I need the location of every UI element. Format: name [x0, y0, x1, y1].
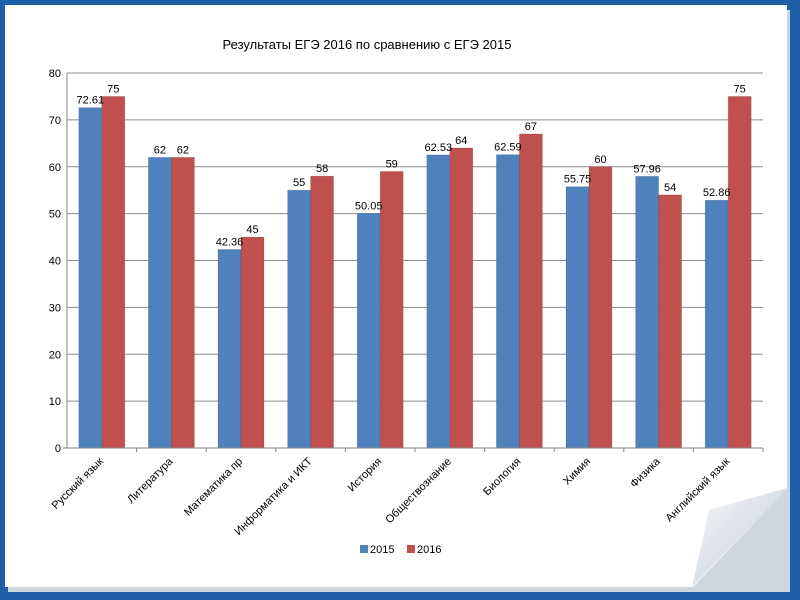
legend-label: 2016 — [417, 544, 441, 556]
data-label-2015: 62.59 — [494, 142, 522, 154]
bar-chart: Результаты ЕГЭ 2016 по сравнению с ЕГЭ 2… — [49, 37, 764, 556]
x-tick-label: История — [346, 456, 385, 495]
bar-2015 — [148, 157, 172, 449]
bar-2016 — [379, 171, 404, 449]
data-label-2016: 60 — [594, 154, 606, 166]
chart-title: Результаты ЕГЭ 2016 по сравнению с ЕГЭ 2… — [223, 37, 512, 52]
bar-2015 — [635, 176, 659, 449]
data-label-2016: 64 — [455, 135, 467, 147]
data-label-2015: 55 — [293, 177, 305, 189]
y-tick-label: 40 — [49, 256, 61, 268]
legend-swatch-2016 — [407, 545, 415, 553]
data-label-2016: 75 — [107, 83, 119, 95]
data-label-2015: 50.05 — [355, 200, 383, 212]
bar-2015 — [217, 249, 242, 449]
paper-sheet: Результаты ЕГЭ 2016 по сравнению с ЕГЭ 2… — [5, 5, 787, 587]
bar-2015 — [287, 189, 311, 449]
data-label-2015: 57.96 — [633, 163, 661, 175]
y-tick-label: 20 — [49, 349, 61, 361]
bar-2016 — [519, 133, 543, 449]
data-label-2015: 52.86 — [703, 187, 731, 199]
data-label-2016: 75 — [734, 83, 746, 95]
x-tick-label: Биология — [481, 456, 523, 498]
y-tick-label: 0 — [55, 443, 61, 455]
y-tick-label: 30 — [49, 302, 61, 314]
bar-2016 — [449, 147, 474, 449]
bar-2015 — [356, 213, 381, 449]
x-tick-label: Информатика и ИКТ — [232, 455, 314, 537]
y-tick-label: 50 — [49, 209, 61, 221]
x-tick-label: Обществознание — [383, 456, 454, 527]
data-label-2016: 58 — [316, 163, 328, 175]
legend: 2015 2016 — [360, 544, 441, 556]
data-label-2015: 62 — [154, 144, 166, 156]
bar-2015 — [704, 199, 729, 449]
bar-2016 — [727, 96, 752, 449]
y-tick-label: 60 — [49, 162, 61, 174]
y-tick-label: 80 — [49, 68, 61, 80]
data-label-2015: 72.61 — [77, 95, 105, 107]
data-label-2016: 54 — [664, 182, 676, 194]
y-axis-ticks: 0 10 20 30 40 50 60 70 80 — [49, 68, 61, 455]
data-label-2015: 42.36 — [216, 236, 244, 248]
data-label-2016: 62 — [177, 144, 189, 156]
x-axis-tick-labels: Русский язык Литература Математика прИнфор… — [50, 448, 764, 538]
legend-label: 2015 — [370, 544, 394, 556]
bar-2016 — [101, 96, 126, 449]
bar-2016 — [310, 175, 334, 449]
data-label-2016: 45 — [246, 224, 258, 236]
bars — [78, 96, 752, 449]
bar-2016 — [658, 194, 682, 449]
x-tick-label: Русский язык — [50, 456, 106, 512]
bar-2016 — [588, 166, 613, 449]
bar-2016 — [240, 236, 265, 449]
x-tick-label: Математика пр — [182, 456, 245, 519]
bar-2015 — [496, 154, 520, 449]
data-label-2016: 59 — [386, 158, 398, 170]
x-tick-label: Химия — [561, 456, 593, 488]
bar-2016 — [171, 157, 195, 449]
bar-2015 — [426, 154, 451, 449]
bar-2015 — [565, 186, 590, 449]
legend-swatch-2015 — [360, 545, 368, 553]
data-label-2015: 55.75 — [564, 174, 592, 186]
bar-2015 — [78, 107, 103, 449]
axes — [63, 73, 763, 449]
data-label-2016: 67 — [525, 121, 537, 133]
data-label-2015: 62.53 — [425, 142, 453, 154]
y-tick-label: 10 — [49, 396, 61, 408]
y-tick-label: 70 — [49, 115, 61, 127]
x-tick-label: Литература — [125, 455, 176, 506]
x-tick-label: Физика — [628, 455, 663, 490]
